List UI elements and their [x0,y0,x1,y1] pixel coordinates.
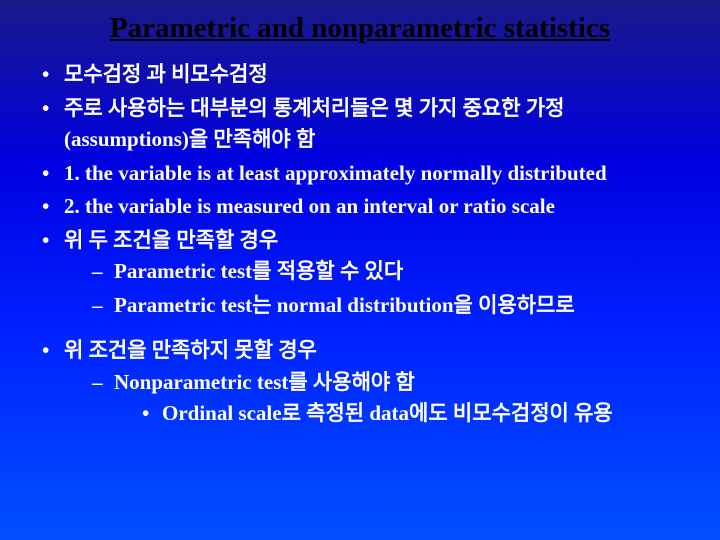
slide-title: Parametric and nonparametric statistics [20,12,700,45]
slide-container: Parametric and nonparametric statistics … [0,0,720,540]
bullet-6: 위 조건을 만족하지 못할 경우 Nonparametric test를 사용해… [40,335,700,430]
bullet-6-sub-1: Nonparametric test를 사용해야 함 Ordinal scale… [92,367,700,430]
bullet-6-sub-1-text: Nonparametric test를 사용해야 함 [114,370,415,394]
bullet-6-sub-1-sub-1: Ordinal scale로 측정된 data에도 비모수검정이 유용 [142,398,700,430]
spacer [20,323,700,335]
bullet-2-line1: 주로 사용하는 대부분의 통계처리들은 몇 가지 중요한 가정 [64,96,564,120]
bullet-4: 2. the variable is measured on an interv… [40,191,700,223]
bullet-5-sublist: Parametric test를 적용할 수 있다 Parametric tes… [64,256,700,321]
bullet-3: 1. the variable is at least approximatel… [40,158,700,190]
second-bullet-list: 위 조건을 만족하지 못할 경우 Nonparametric test를 사용해… [20,335,700,430]
bullet-5-sub-1: Parametric test를 적용할 수 있다 [92,256,700,288]
bullet-5-text: 위 두 조건을 만족할 경우 [64,228,278,252]
bullet-1: 모수검정 과 비모수검정 [40,59,700,91]
bullet-6-sublist: Nonparametric test를 사용해야 함 Ordinal scale… [64,367,700,430]
bullet-6-sub-1-sublist: Ordinal scale로 측정된 data에도 비모수검정이 유용 [114,398,700,430]
bullet-2-line2: (assumptions)을 만족해야 함 [64,124,700,156]
bullet-5: 위 두 조건을 만족할 경우 Parametric test를 적용할 수 있다… [40,225,700,322]
bullet-5-sub-2: Parametric test는 normal distribution을 이용… [92,290,700,322]
bullet-2: 주로 사용하는 대부분의 통계처리들은 몇 가지 중요한 가정 (assumpt… [40,93,700,156]
bullet-6-text: 위 조건을 만족하지 못할 경우 [64,338,317,362]
main-bullet-list: 모수검정 과 비모수검정 주로 사용하는 대부분의 통계처리들은 몇 가지 중요… [20,59,700,321]
